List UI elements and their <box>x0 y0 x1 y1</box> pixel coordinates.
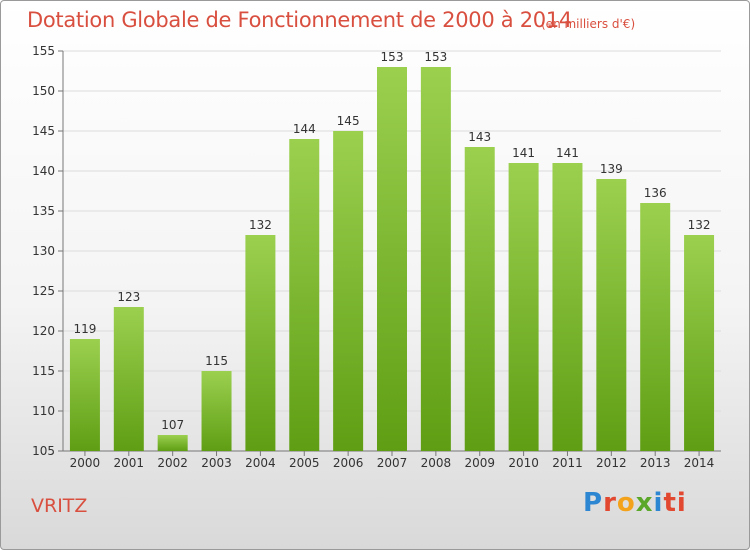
chart-unit: (en milliers d'€) <box>541 17 636 31</box>
data-label-2012: 139 <box>600 162 623 176</box>
data-labels: 119 123 107 115 132 144 145 153 153 143 141 141 139 1… <box>73 50 710 432</box>
data-label-2007: 153 <box>381 50 404 64</box>
bar-2011 <box>552 163 583 451</box>
x-tick-label-2000: 2000 <box>70 456 101 470</box>
bar-2012 <box>596 179 627 451</box>
y-tick-label: 130 <box>32 244 55 258</box>
data-label-2006: 145 <box>337 114 360 128</box>
logo-letter: r <box>603 488 617 518</box>
logo-letter: o <box>616 488 636 518</box>
data-label-2013: 136 <box>644 186 667 200</box>
data-label-2010: 141 <box>512 146 535 160</box>
bar-2001 <box>113 307 144 451</box>
bar-2008 <box>420 67 451 451</box>
data-label-2008: 153 <box>424 50 447 64</box>
x-tick-label-2014: 2014 <box>684 456 715 470</box>
y-tick-labels: 105 110 115 120 125 130 135 140 145 150 155 <box>32 44 55 458</box>
y-tick-label: 120 <box>32 324 55 338</box>
data-label-2003: 115 <box>205 354 228 368</box>
data-label-2002: 107 <box>161 418 184 432</box>
x-tick-label-2001: 2001 <box>114 456 145 470</box>
x-tick-label-2012: 2012 <box>596 456 627 470</box>
y-tick-label: 105 <box>32 444 55 458</box>
bar-2013 <box>640 203 671 451</box>
x-tick-label-2010: 2010 <box>508 456 539 470</box>
x-tick-label-2013: 2013 <box>640 456 671 470</box>
data-label-2000: 119 <box>73 322 96 336</box>
y-tick-label: 150 <box>32 84 55 98</box>
bar-2009 <box>464 147 495 451</box>
logo-letter: x <box>635 488 654 518</box>
y-tick-label: 135 <box>32 204 55 218</box>
bar-2007 <box>377 67 407 451</box>
logo-letter: ti <box>663 488 687 518</box>
x-tick-label-2003: 2003 <box>201 456 232 470</box>
y-tick-label: 115 <box>32 364 55 378</box>
chart-title: Dotation Globale de Fonctionnement de 20… <box>27 8 572 32</box>
data-label-2011: 141 <box>556 146 579 160</box>
bars <box>69 67 715 451</box>
bar-2004 <box>245 235 276 451</box>
x-tick-label-2011: 2011 <box>552 456 583 470</box>
x-tick-label-2006: 2006 <box>333 456 364 470</box>
y-tick-label: 140 <box>32 164 55 178</box>
y-tick-label: 110 <box>32 404 55 418</box>
y-tick-label: 125 <box>32 284 55 298</box>
x-tick-label-2005: 2005 <box>289 456 320 470</box>
y-tick-label: 155 <box>32 44 55 58</box>
x-tick-label-2009: 2009 <box>464 456 495 470</box>
logo-letter: P <box>583 488 604 518</box>
x-tick-label-2008: 2008 <box>421 456 452 470</box>
logo-letter: i <box>653 488 664 518</box>
data-label-2005: 144 <box>293 122 316 136</box>
data-label-2001: 123 <box>117 290 140 304</box>
bar-2014 <box>684 235 715 451</box>
bar-2006 <box>333 131 364 451</box>
data-label-2014: 132 <box>688 218 711 232</box>
bar-2010 <box>508 163 539 451</box>
x-tick-label-2004: 2004 <box>245 456 276 470</box>
bar-2000 <box>69 339 100 451</box>
bar-2005 <box>289 139 320 451</box>
bar-2002 <box>157 435 188 451</box>
bar-2003 <box>201 371 232 451</box>
data-label-2004: 132 <box>249 218 272 232</box>
proxiti-logo[interactable]: Proxiti <box>583 488 687 518</box>
x-tick-label-2007: 2007 <box>377 456 408 470</box>
commune-name: VRITZ <box>31 495 88 517</box>
y-tick-label: 145 <box>32 124 55 138</box>
x-tick-labels: 2000 2001 2002 2003 2004 2005 2006 2007 2008 2009… <box>70 456 715 470</box>
data-label-2009: 143 <box>468 130 491 144</box>
x-tick-label-2002: 2002 <box>157 456 188 470</box>
